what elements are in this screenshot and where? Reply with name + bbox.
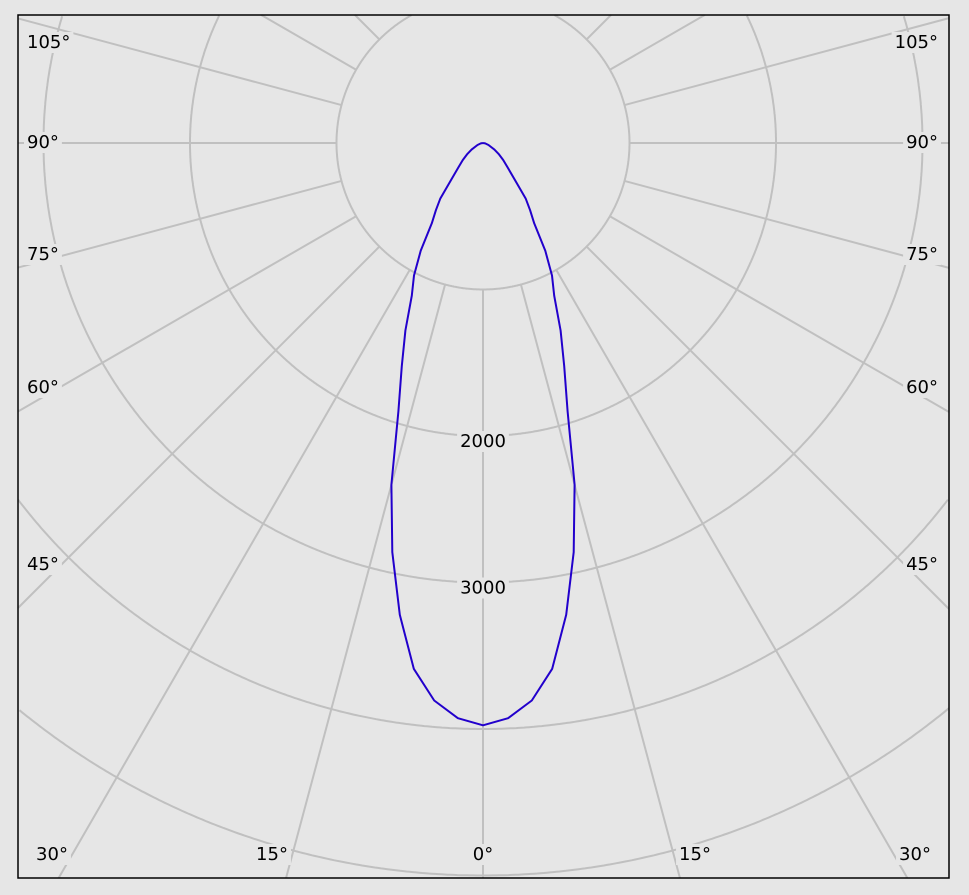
- angle-grid-line: [17, 215, 357, 413]
- angle-label-bottom: 30°: [896, 844, 934, 865]
- angle-grid-line: [17, 179, 342, 269]
- angle-label-left: 75°: [24, 244, 62, 265]
- radial-grid-circle: [189, 15, 777, 437]
- radial-tick-label: 2000: [457, 431, 509, 452]
- radial-tick-label-text: 2000: [460, 431, 506, 452]
- labels: 105° 90° 75° 60° 45° 105° 90° 75° 60° 45° 30° 15° 0°…: [24, 32, 941, 865]
- angle-grid-line: [585, 14, 612, 41]
- angle-label-bottom: 0°: [469, 844, 497, 865]
- angle-label-right: 60°: [903, 377, 941, 398]
- angle-grid-line: [609, 14, 706, 71]
- angle-label-left-text: 105°: [27, 32, 70, 53]
- angle-label-right-text: 90°: [906, 132, 938, 153]
- radial-tick-label: 3000: [457, 577, 509, 599]
- angle-label-right-text: 60°: [906, 377, 938, 398]
- angle-label-left-text: 75°: [27, 244, 59, 265]
- grid: [17, 14, 950, 879]
- angle-label-right-text: 75°: [906, 244, 938, 265]
- angle-grid-line: [354, 14, 381, 41]
- angle-label-bottom-text: 30°: [36, 844, 68, 865]
- angle-label-left-text: 45°: [27, 554, 59, 575]
- angle-label-left: 105°: [24, 32, 74, 53]
- angle-grid-line: [555, 269, 909, 879]
- angle-label-right: 45°: [903, 554, 941, 575]
- angle-label-bottom: 15°: [253, 844, 291, 865]
- angle-label-bottom: 15°: [676, 844, 714, 865]
- angle-label-right: 105°: [891, 32, 941, 53]
- radial-tick-label-text: 3000: [460, 578, 506, 599]
- angle-label-left: 90°: [24, 132, 62, 153]
- angle-grid-line: [57, 269, 411, 879]
- angle-grid-line: [17, 245, 381, 609]
- angle-grid-line: [585, 245, 950, 610]
- angle-label-bottom-text: 30°: [899, 844, 931, 865]
- angle-grid-line: [285, 284, 447, 879]
- angle-label-left-text: 60°: [27, 377, 59, 398]
- angle-label-bottom-text: 15°: [679, 844, 711, 865]
- angle-label-bottom-text: 15°: [256, 844, 288, 865]
- angle-label-bottom-text: 0°: [473, 844, 493, 865]
- angle-label-right-text: 105°: [895, 32, 938, 53]
- angle-grid-line: [609, 215, 950, 413]
- angle-label-left-text: 90°: [27, 132, 59, 153]
- angle-label-right: 75°: [903, 244, 941, 265]
- curve-layer: [390, 142, 576, 727]
- angle-label-left: 45°: [24, 554, 62, 575]
- angle-grid-line: [260, 14, 357, 71]
- angle-label-left: 60°: [24, 377, 62, 398]
- radial-grid-circle: [18, 707, 950, 877]
- angle-label-bottom: 30°: [33, 844, 71, 865]
- intensity-curve: [390, 142, 576, 727]
- angle-grid-line: [624, 179, 950, 269]
- angle-label-right: 90°: [903, 132, 941, 153]
- plot-frame: [17, 14, 950, 879]
- angle-label-right-text: 45°: [906, 554, 938, 575]
- angle-grid-line: [519, 284, 681, 879]
